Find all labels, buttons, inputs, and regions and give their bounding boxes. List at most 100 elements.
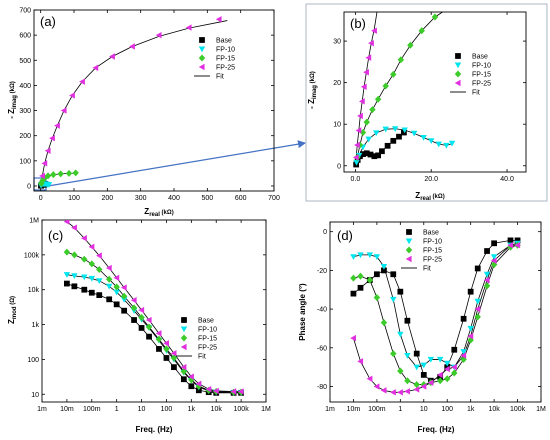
x-tick-label: 100k bbox=[234, 406, 250, 413]
y-axis-title: Zmod (Ω) bbox=[7, 296, 18, 324]
data-point-fp-15 bbox=[413, 381, 420, 389]
data-point-base bbox=[180, 376, 187, 383]
data-point-fp-15 bbox=[407, 41, 414, 49]
data-point-fp-10 bbox=[444, 360, 451, 367]
legend-label-fp-15: FP-15 bbox=[216, 56, 235, 63]
data-point-base bbox=[420, 372, 427, 378]
x-tick-label: 1M bbox=[536, 406, 546, 413]
data-point-base bbox=[397, 288, 404, 295]
data-point-fp-15 bbox=[431, 13, 439, 21]
x-tick-label: 100k bbox=[510, 406, 526, 413]
x-tick-label: 700 bbox=[268, 195, 280, 202]
data-point-base bbox=[507, 237, 514, 244]
data-point-fp-15 bbox=[163, 345, 170, 353]
data-point-fp-25 bbox=[195, 380, 202, 387]
data-point-base bbox=[156, 346, 162, 352]
x-tick-label: 1M bbox=[261, 406, 271, 413]
data-point-fp-15 bbox=[65, 169, 73, 177]
legend-label-base: Base bbox=[198, 318, 214, 325]
data-point-fp-25 bbox=[170, 350, 177, 357]
data-point-fp-25 bbox=[41, 160, 48, 167]
data-point-fp-25 bbox=[366, 375, 373, 382]
x-tick-label: 1m bbox=[37, 406, 47, 413]
data-point-fp-25 bbox=[129, 43, 135, 50]
legend-swatch-fp-25 bbox=[454, 79, 461, 87]
legend: Base FP-10 FP-15 FP-25 Fit bbox=[194, 37, 235, 81]
data-point-base bbox=[96, 292, 103, 298]
data-point-fp-10 bbox=[113, 289, 120, 296]
data-point-base bbox=[163, 355, 170, 361]
data-point-fp-25 bbox=[130, 296, 137, 304]
legend-swatch-fp-10 bbox=[198, 46, 206, 53]
data-point-base bbox=[404, 317, 411, 324]
data-point-base bbox=[371, 153, 378, 160]
fit-line bbox=[66, 251, 242, 393]
legend-label-fp-15: FP-15 bbox=[472, 72, 491, 79]
data-point-fp-10 bbox=[105, 283, 113, 290]
legend-swatch-base bbox=[406, 229, 412, 235]
plot-frame bbox=[343, 11, 527, 173]
legend: Base FP-10 FP-15 FP-25 Fit bbox=[450, 53, 491, 97]
data-point-fp-15 bbox=[390, 70, 397, 78]
data-point-fp-15 bbox=[57, 170, 64, 178]
data-point-base bbox=[81, 286, 88, 293]
data-point-fp-25 bbox=[39, 172, 45, 180]
data-point-fp-25 bbox=[71, 224, 77, 231]
data-point-fp-25 bbox=[420, 383, 427, 390]
data-point-fp-10 bbox=[436, 356, 444, 363]
data-point-fp-25 bbox=[413, 386, 420, 393]
data-point-fp-25 bbox=[360, 83, 367, 91]
data-point-fp-10 bbox=[413, 364, 420, 371]
data-point-fp-15 bbox=[72, 169, 79, 177]
data-point-fp-15 bbox=[88, 260, 95, 268]
data-point-fp-25 bbox=[213, 387, 219, 395]
y-tick-label: 1M bbox=[29, 218, 39, 225]
x-tick-label: 100m bbox=[368, 406, 386, 413]
legend-label-fp-25: FP-25 bbox=[198, 345, 217, 352]
panel-label: (d) bbox=[337, 228, 353, 243]
data-point-fp-15 bbox=[483, 282, 491, 290]
data-point-fp-15 bbox=[38, 179, 45, 187]
data-point-fp-10 bbox=[420, 362, 427, 369]
data-point-fp-10 bbox=[448, 140, 456, 147]
y-tick-label: 600 bbox=[19, 33, 31, 40]
data-point-fp-25 bbox=[205, 385, 212, 393]
y-tick-label: 100k bbox=[24, 252, 40, 259]
data-point-fp-25 bbox=[79, 78, 85, 85]
data-point-fp-10 bbox=[357, 252, 364, 259]
plot-area bbox=[63, 220, 245, 397]
y-tick-label: 300 bbox=[19, 108, 31, 115]
data-point-base bbox=[121, 307, 128, 314]
x-tick-label: 40.0 bbox=[500, 176, 514, 183]
x-tick-label: 10k bbox=[211, 406, 223, 413]
legend-label-base: Base bbox=[423, 230, 439, 237]
plot-area bbox=[350, 237, 521, 396]
data-point-fp-25 bbox=[390, 389, 396, 396]
data-point-fp-15 bbox=[436, 377, 444, 385]
data-point-fp-10 bbox=[63, 272, 71, 278]
data-point-fp-25 bbox=[363, 69, 369, 76]
series-fp-15 bbox=[354, 13, 439, 161]
legend-swatch-fp-25 bbox=[180, 343, 187, 351]
data-point-base bbox=[131, 317, 137, 323]
data-point-fp-10 bbox=[350, 254, 357, 261]
data-point-fp-10 bbox=[483, 271, 491, 278]
data-point-fp-25 bbox=[460, 352, 467, 359]
series-fp-25 bbox=[350, 242, 521, 396]
data-point-fp-25 bbox=[145, 316, 152, 324]
data-point-base bbox=[396, 133, 402, 140]
data-point-fp-10 bbox=[410, 130, 418, 137]
fit-line bbox=[354, 12, 378, 166]
legend-swatch-base bbox=[455, 53, 461, 59]
y-tick-label: 200 bbox=[19, 133, 31, 140]
x-tick-label: 300 bbox=[135, 195, 147, 202]
panel-label: (b) bbox=[350, 16, 366, 31]
x-tick-label: 500 bbox=[201, 195, 213, 202]
data-point-fp-25 bbox=[451, 363, 457, 371]
data-point-base bbox=[491, 240, 497, 247]
legend-label-fit: Fit bbox=[423, 266, 431, 273]
data-point-fp-25 bbox=[237, 388, 244, 395]
series-fp-15 bbox=[63, 248, 245, 396]
x-axis-title: Zreal (kΩ) bbox=[415, 191, 444, 202]
series-fp-25 bbox=[63, 220, 244, 395]
